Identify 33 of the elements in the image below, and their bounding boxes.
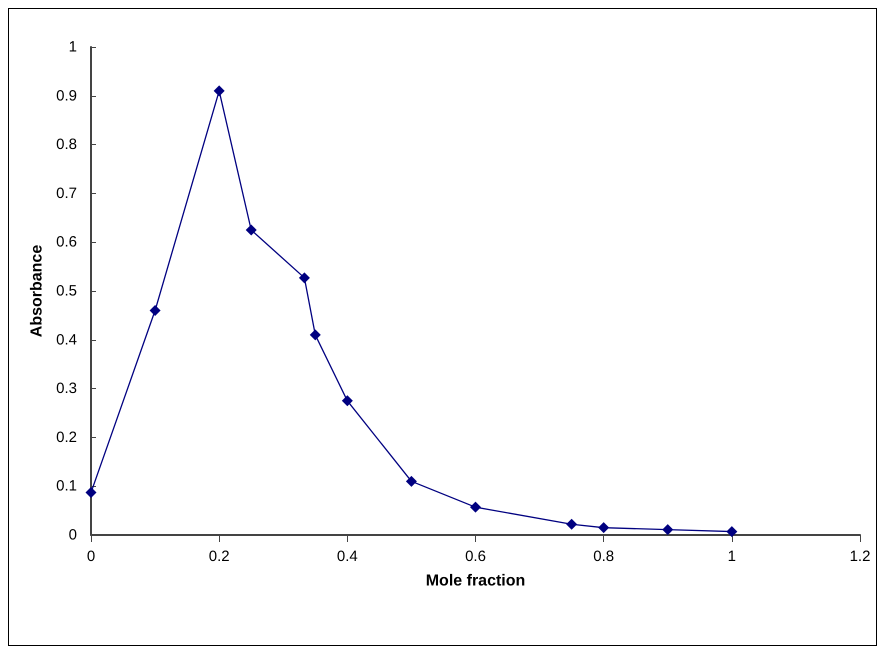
point [150,305,161,316]
y-axis-title: Absorbance [28,244,46,338]
y-tick-label: 0.7 [56,184,77,202]
x-tick-label: 1 [728,548,736,565]
point [406,476,417,487]
y-tick-label: 0.9 [56,87,77,104]
point [246,224,257,236]
point [298,272,310,284]
x-axis-title: Mole fraction [426,572,526,590]
point [214,85,225,96]
y-tick-label: 0.3 [56,380,77,398]
x-tick-label: 0.6 [465,548,486,565]
point [566,518,578,530]
x-tick-label: 0.8 [593,548,614,565]
x-tick-label: 0.2 [208,548,230,565]
point [342,395,353,406]
y-tick-label: 0.2 [56,428,77,446]
y-tick-label: 0.6 [56,234,77,251]
point [598,522,610,534]
y-tick-label: 0.5 [56,282,77,300]
point [726,526,738,538]
y-tick-label: 0.4 [56,331,77,348]
point [310,329,321,340]
y-tick-label: 0.1 [56,478,77,495]
point [470,502,481,513]
x-tick-label: 0 [86,548,96,565]
x-tick-label: 0.4 [336,548,358,565]
y-tick-label: 1 [68,38,77,56]
point [86,487,96,498]
x-tick-label: 1.2 [850,548,870,565]
y-tick-label: 0 [68,526,77,544]
point [662,524,674,536]
y-tick-label: 0.8 [56,136,77,154]
